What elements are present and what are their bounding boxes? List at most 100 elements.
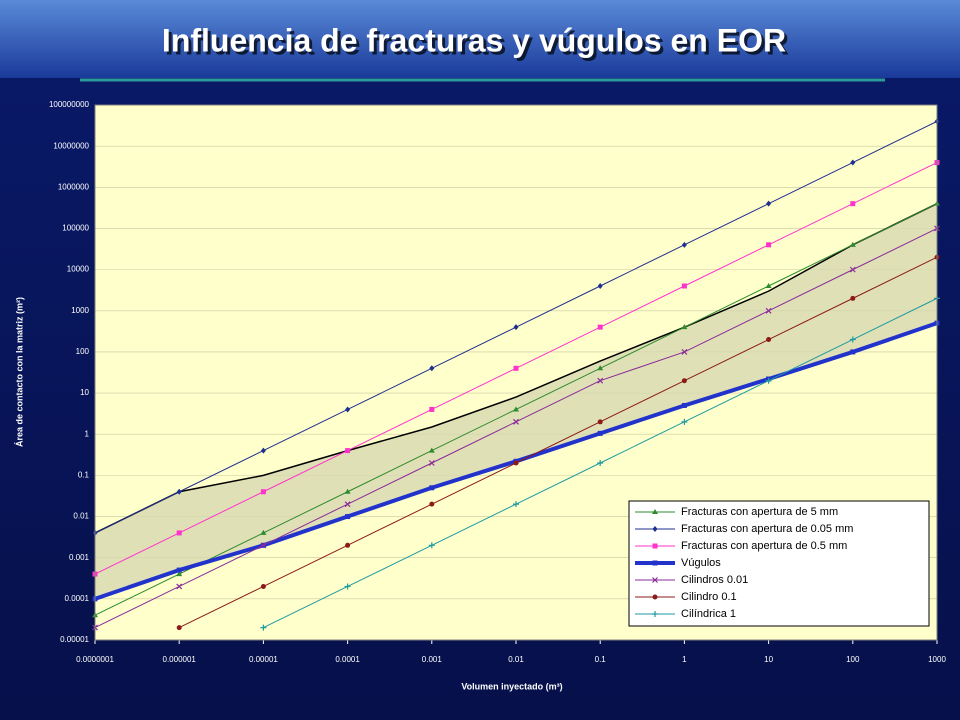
y-tick-label: 0.0001 — [65, 594, 90, 603]
y-tick-label: 10000000 — [53, 141, 89, 150]
y-tick-label: 10 — [80, 388, 89, 397]
marker — [765, 307, 772, 314]
marker — [652, 611, 658, 617]
marker — [652, 577, 658, 583]
plot: 0.00001 0.0001 0.001 0.01 0.1 1 10 100 1000 10000… — [49, 100, 946, 664]
shaded-region — [95, 203, 937, 599]
y-tick-label: 1000000 — [58, 182, 90, 191]
marker — [429, 485, 435, 491]
marker — [428, 542, 435, 549]
y-tick-label: 10000 — [67, 265, 90, 274]
marker — [850, 349, 856, 355]
legend-label: Vúgulos — [681, 557, 721, 569]
y-tick-label: 0.01 — [73, 512, 89, 521]
x-tick-label: 0.1 — [595, 655, 607, 664]
x-tick-label: 0.0001 — [335, 655, 360, 664]
marker — [766, 242, 772, 248]
y-tick-label: 100000 — [62, 224, 89, 233]
marker — [176, 488, 182, 495]
legend-label: Fracturas con apertura de 0.05 mm — [681, 523, 853, 535]
marker — [597, 365, 604, 371]
x-tick-label: 0.01 — [508, 655, 524, 664]
plot-border — [94, 104, 938, 641]
x-tick-label: 1 — [682, 655, 687, 664]
marker — [176, 583, 183, 590]
series-line — [178, 256, 938, 629]
marker — [513, 406, 519, 412]
legend-label: Fracturas con apertura de 0.5 mm — [681, 540, 847, 552]
marker — [681, 324, 688, 330]
x-tick-label: 0.001 — [422, 655, 443, 664]
marker — [681, 241, 687, 248]
marker — [652, 560, 658, 566]
marker — [849, 241, 856, 247]
title: Influencia de fracturas y vúgulos en EOR — [162, 22, 786, 58]
marker — [345, 514, 351, 520]
marker — [597, 377, 604, 384]
marker — [513, 460, 519, 466]
marker — [513, 418, 519, 425]
y-axis-label: Área de contacto con la matriz (m²) — [14, 297, 24, 447]
x-tick-label: 0.000001 — [163, 655, 197, 664]
legend-box — [628, 500, 930, 627]
marker — [176, 625, 182, 631]
marker — [766, 200, 772, 207]
marker — [652, 594, 658, 600]
legend-label: Cilíndrica 1 — [681, 608, 736, 620]
marker — [681, 378, 687, 384]
marker — [513, 365, 519, 371]
legend-label: Cilindros 0.01 — [681, 574, 748, 586]
marker — [681, 418, 688, 425]
x-tick-label: 100 — [846, 655, 860, 664]
legend-label: Fracturas con apertura de 5 mm — [681, 506, 838, 518]
marker — [260, 542, 267, 549]
marker — [176, 530, 182, 536]
marker — [429, 406, 435, 412]
y-tick-label: 0.1 — [78, 470, 90, 479]
marker — [344, 488, 351, 494]
marker — [597, 324, 603, 330]
envelope-line — [94, 203, 938, 534]
x-tick-label: 0.00001 — [249, 655, 278, 664]
marker — [765, 282, 772, 288]
marker — [652, 543, 658, 549]
y-tick-label: 0.00001 — [60, 635, 89, 644]
marker — [428, 460, 435, 466]
marker — [681, 402, 687, 408]
marker — [345, 542, 351, 548]
marker — [345, 448, 351, 454]
legend-label: Cilindro 0.1 — [681, 591, 737, 603]
title-shadow: Influencia de fracturas y vúgulos en EOR — [165, 25, 789, 61]
marker — [260, 447, 266, 454]
marker — [597, 430, 603, 436]
marker — [260, 624, 267, 631]
x-tick-label: 0.0000001 — [76, 655, 114, 664]
marker — [850, 201, 856, 207]
y-tick-label: 0.001 — [69, 553, 90, 562]
marker — [176, 571, 183, 577]
y-tick-label: 100 — [76, 347, 90, 356]
x-axis-label: Volumen inyectado (m³) — [461, 681, 562, 691]
x-tick-label: 1000 — [928, 655, 946, 664]
marker — [849, 266, 856, 273]
marker — [597, 459, 604, 466]
y-tick-label: 1 — [85, 429, 90, 438]
y-tick-label: 100000000 — [49, 100, 90, 109]
marker — [260, 489, 266, 495]
marker — [849, 336, 856, 343]
marker — [652, 509, 658, 514]
marker — [681, 348, 688, 355]
marker — [850, 159, 856, 166]
marker — [428, 447, 435, 453]
marker — [766, 337, 772, 343]
marker — [344, 501, 351, 508]
marker — [345, 406, 351, 413]
marker — [765, 377, 772, 384]
marker — [344, 583, 351, 590]
marker — [513, 501, 519, 508]
title-bar — [0, 0, 960, 78]
marker — [681, 283, 687, 289]
marker — [597, 282, 603, 289]
marker — [260, 529, 267, 535]
